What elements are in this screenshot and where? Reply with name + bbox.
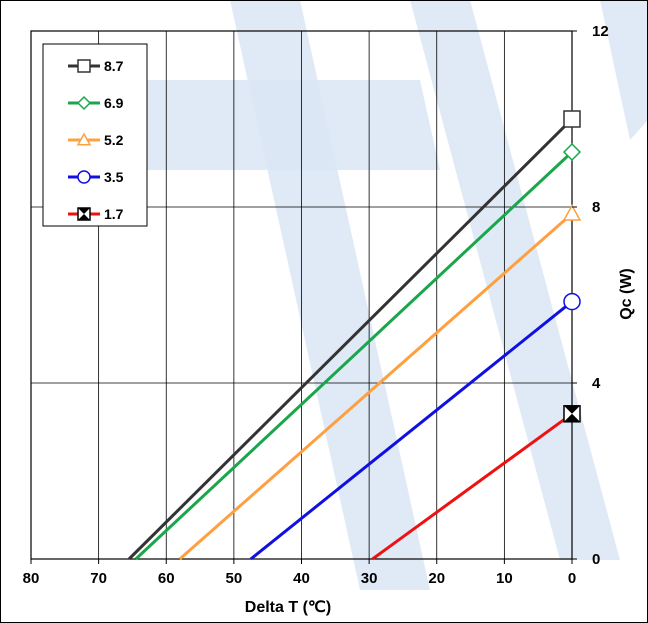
x-tick-label: 40 [293, 570, 310, 587]
series-marker [76, 95, 92, 111]
series-marker [562, 142, 582, 162]
series-line-6.9 [134, 150, 574, 561]
y-tick-label: 12 [592, 23, 609, 40]
series-marker [563, 110, 581, 128]
series-marker [563, 292, 581, 311]
legend-label: 8.7 [104, 58, 124, 74]
legend-entry: 3.5 [68, 169, 124, 185]
series-line-1.7 [371, 412, 573, 561]
x-tick-label: 80 [23, 570, 40, 587]
series-line-5.2 [178, 212, 573, 561]
legend-entry: 6.9 [68, 95, 124, 111]
legend-entry: 8.7 [68, 58, 124, 74]
legend-label: 1.7 [104, 206, 124, 222]
series-line-8.7 [127, 117, 574, 561]
x-tick-label: 10 [496, 570, 513, 587]
legend-label: 5.2 [104, 132, 124, 148]
series-marker [77, 59, 91, 73]
x-tick-label: 20 [428, 570, 445, 587]
x-axis-title: Delta T (℃) [245, 599, 331, 616]
x-tick-label: 50 [226, 570, 243, 587]
legend-label: 3.5 [104, 169, 124, 185]
legend-label: 6.9 [104, 95, 124, 111]
series-marker [76, 132, 92, 146]
y-tick-label: 8 [592, 199, 600, 216]
x-tick-label: 30 [361, 570, 378, 587]
legend: 8.7 6.9 5.2 3.5 1.7 [42, 43, 148, 227]
series-line-3.5 [249, 300, 573, 561]
y-axis: 0 4 8 12 [572, 23, 609, 568]
y-tick-label: 4 [592, 375, 601, 392]
legend-entry: 1.7 [68, 206, 124, 222]
legend-entry: 5.2 [68, 132, 124, 148]
x-tick-label: 70 [90, 570, 107, 587]
series-marker [563, 405, 581, 423]
x-tick-label: 60 [158, 570, 175, 587]
legend-box [42, 43, 148, 227]
series-layer [127, 110, 582, 561]
series-marker [562, 204, 582, 221]
series-marker [77, 170, 91, 184]
series-marker [77, 207, 91, 221]
x-tick-label: 0 [568, 570, 576, 587]
y-tick-label: 0 [592, 551, 600, 568]
x-axis: 80 70 60 50 40 30 20 10 0 [23, 559, 576, 587]
y-axis-title: Qc (W) [618, 268, 635, 320]
